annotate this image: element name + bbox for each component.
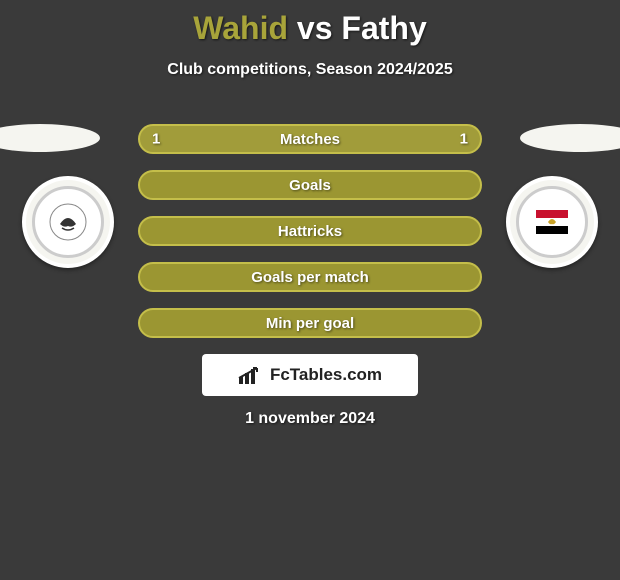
stat-row-hattricks: Hattricks	[138, 216, 482, 246]
stat-right-value: 1	[460, 131, 468, 148]
stat-label: Hattricks	[278, 223, 342, 240]
stat-row-mpg: Min per goal	[138, 308, 482, 338]
player1-name: Wahid	[193, 10, 288, 46]
ellipse-right	[520, 124, 620, 152]
stat-label: Goals per match	[251, 269, 369, 286]
flag-eagle-icon	[532, 202, 572, 242]
stat-left-value: 1	[152, 131, 160, 148]
stat-label: Goals	[289, 177, 331, 194]
date-text: 1 november 2024	[0, 410, 620, 428]
brand-box[interactable]: FcTables.com	[202, 354, 418, 396]
club-badge-right	[506, 176, 598, 268]
eagle-icon	[48, 202, 88, 242]
comparison-title: Wahid vs Fathy	[0, 0, 620, 47]
bars-icon	[238, 365, 264, 385]
club-badge-left	[22, 176, 114, 268]
subtitle: Club competitions, Season 2024/2025	[0, 61, 620, 79]
club-badge-left-inner	[32, 186, 104, 258]
stats-container: 1 Matches 1 Goals Hattricks Goals per ma…	[138, 124, 482, 354]
vs-text: vs	[297, 10, 333, 46]
stat-row-goals: Goals	[138, 170, 482, 200]
club-badge-right-inner	[516, 186, 588, 258]
player2-name: Fathy	[341, 10, 426, 46]
ellipse-left	[0, 124, 100, 152]
brand-text: FcTables.com	[270, 365, 382, 385]
stat-label: Min per goal	[266, 315, 354, 332]
stat-row-matches: 1 Matches 1	[138, 124, 482, 154]
stat-row-gpm: Goals per match	[138, 262, 482, 292]
stat-label: Matches	[280, 131, 340, 148]
